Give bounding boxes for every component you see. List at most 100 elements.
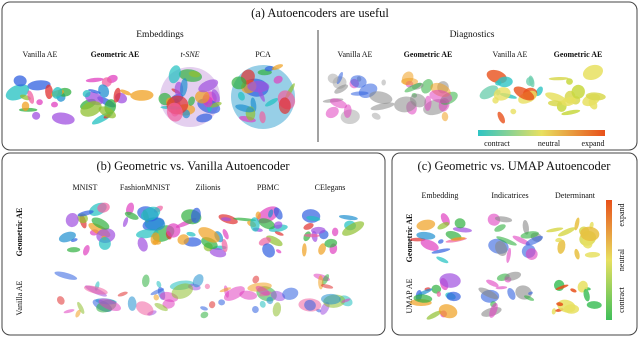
scatter-blob	[561, 96, 577, 107]
scatter-blob	[36, 99, 43, 106]
scatter-blob	[222, 229, 229, 240]
scatter-blob	[522, 220, 529, 235]
scatter-blob	[555, 284, 569, 290]
panel-a-frame	[1, 1, 638, 151]
thumb-label: PCA	[255, 50, 271, 59]
scatter-blob	[566, 78, 573, 85]
scatter-blob	[266, 235, 283, 247]
scatter-blob	[439, 273, 461, 288]
scatter-blob	[150, 232, 160, 246]
scatter-blob	[417, 288, 433, 296]
scatter-blob	[273, 207, 283, 220]
scatter-blob	[343, 104, 352, 118]
scatter-blob	[497, 76, 513, 88]
scatter-blob	[494, 216, 513, 223]
scatter-blob	[586, 301, 602, 309]
panel-c-frame	[391, 152, 638, 336]
scatter-blob	[58, 231, 76, 243]
scatter-blob	[51, 112, 75, 125]
scatter-blob	[341, 298, 351, 303]
scatter-blob	[528, 291, 533, 295]
colorbar-label: neutral	[617, 248, 626, 271]
scatter-blob	[98, 106, 116, 119]
scatter-blob	[98, 298, 122, 312]
scatter-blob	[431, 248, 451, 254]
scatter-blob	[156, 280, 162, 288]
thumb-label: Geometric AE	[404, 50, 453, 59]
scatter-blob	[424, 95, 432, 111]
colorbar-label: contract	[484, 139, 511, 148]
scatter-blob	[580, 226, 600, 242]
scatter-blob	[436, 291, 441, 297]
scatter-blob	[325, 106, 339, 119]
scatter-blob	[561, 109, 581, 116]
thumb-label: t-SNE	[180, 50, 199, 59]
colorbar	[478, 130, 605, 136]
scatter-blob	[235, 104, 255, 113]
scatter-blob	[275, 249, 282, 254]
panel-b-frame	[1, 152, 386, 336]
scatter-blob	[338, 214, 358, 221]
scatter-blob	[450, 237, 466, 241]
scatter-blob	[262, 243, 275, 258]
scatter-blob	[166, 102, 183, 122]
scatter-blob	[80, 101, 102, 117]
scatter-blob	[168, 65, 181, 84]
scatter-blob	[421, 79, 434, 94]
scatter-blob	[571, 84, 585, 99]
scatter-blob	[506, 247, 512, 264]
scatter-blob	[150, 288, 165, 296]
scatter-blob	[557, 227, 576, 237]
scatter-blob	[77, 210, 94, 217]
scatter-blob	[570, 288, 577, 293]
scatter-blob	[204, 283, 211, 290]
scatter-blob	[218, 299, 226, 306]
scatter-blob	[272, 302, 282, 317]
scatter-blob	[124, 211, 139, 220]
scatter-blob	[51, 101, 58, 108]
scatter-blob	[91, 217, 110, 230]
scatter-blob	[98, 236, 111, 250]
scatter-blob	[306, 215, 321, 222]
colorbar-label: contract	[617, 286, 626, 313]
scatter-blob	[239, 290, 258, 300]
scatter-blob	[329, 98, 348, 109]
scatter-blob	[512, 235, 530, 246]
scatter-blob	[413, 294, 433, 303]
scatter-blob	[526, 77, 534, 86]
scatter-blob	[574, 248, 580, 260]
scatter-blob	[223, 286, 245, 301]
scatter-blob	[563, 304, 580, 314]
scatter-blob	[85, 77, 104, 83]
scatter-blob	[495, 286, 508, 290]
scatter-blob	[83, 244, 90, 256]
scatter-blob	[331, 227, 339, 237]
scatter-blob	[56, 296, 65, 305]
scatter-blob	[525, 235, 544, 246]
scatter-blob	[324, 238, 338, 248]
scatter-blob	[188, 96, 195, 106]
scatter-blob	[350, 91, 369, 96]
row-label: Geometric AE	[15, 208, 24, 257]
scatter-blob	[66, 247, 81, 253]
section-heading: Diagnostics	[450, 30, 495, 40]
scatter-blob	[65, 213, 79, 228]
scatter-blob	[557, 239, 566, 254]
scatter-blob	[113, 87, 121, 103]
scatter-blob	[494, 224, 506, 232]
scatter-blob	[198, 227, 220, 243]
scatter-blob	[327, 73, 339, 84]
scatter-blob	[478, 287, 499, 300]
scatter-blob	[303, 223, 314, 230]
scatter-blob	[98, 84, 110, 98]
scatter-blob	[545, 92, 567, 103]
scatter-blob	[209, 247, 227, 258]
colorbar-label: expand	[617, 203, 626, 226]
scatter-blob	[271, 64, 284, 71]
row-label: Vanilla AE	[15, 280, 24, 315]
scatter-blob	[200, 306, 208, 311]
panel-title: (c) Geometric vs. UMAP Autoencoder	[418, 159, 612, 173]
scatter-blob	[194, 90, 210, 104]
scatter-blob	[479, 85, 499, 100]
